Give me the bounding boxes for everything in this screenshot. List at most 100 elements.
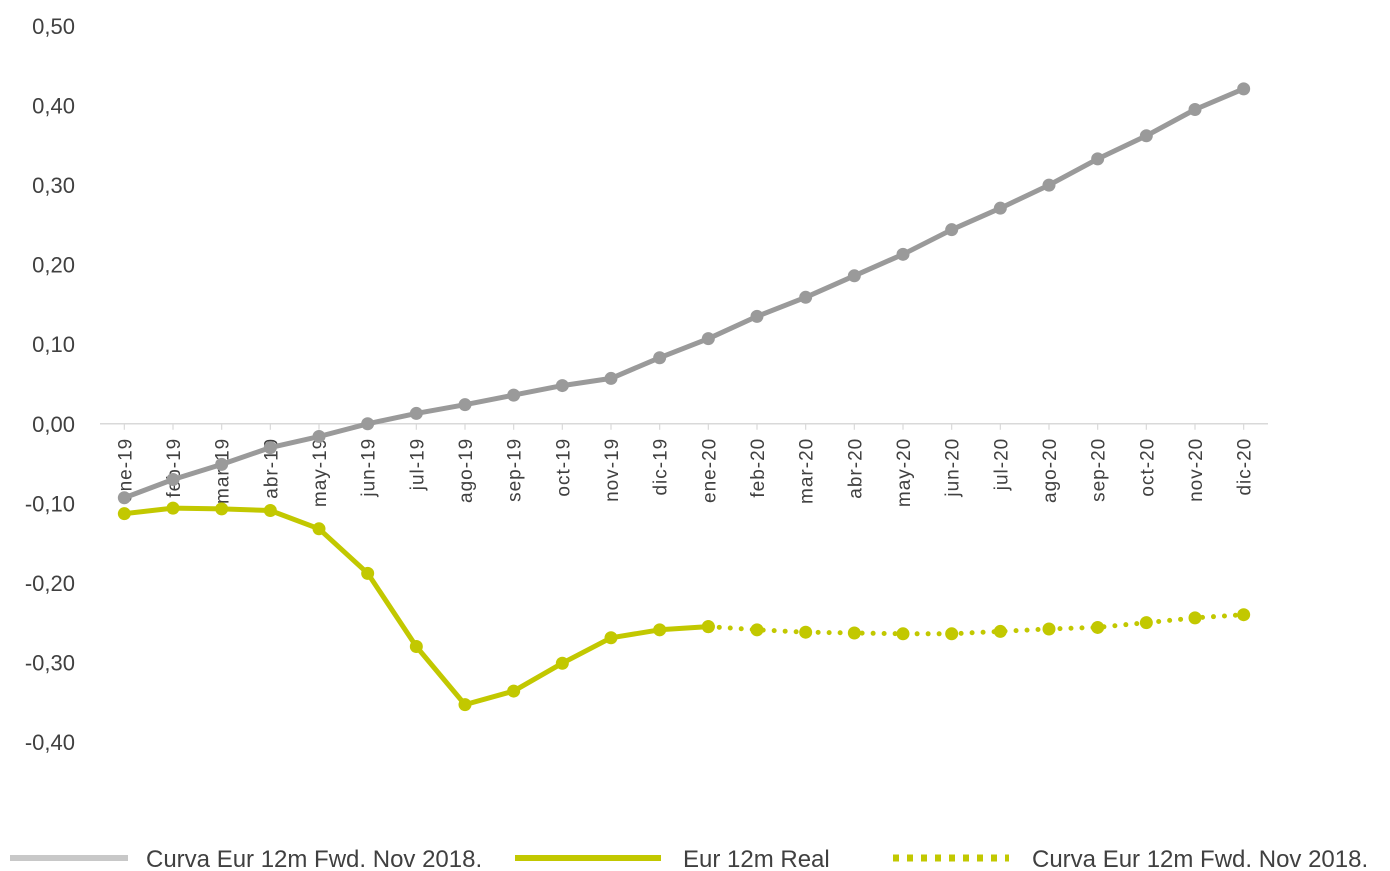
data-point — [1139, 129, 1153, 143]
data-point — [312, 430, 326, 444]
data-point — [1091, 620, 1105, 634]
x-tick-label: jul-19 — [407, 438, 428, 491]
data-point — [215, 457, 229, 471]
x-tick-label: dic-20 — [1235, 438, 1256, 496]
x-tick-label: abr-20 — [845, 438, 866, 499]
y-tick-label: -0,30 — [25, 650, 75, 675]
data-point — [555, 379, 569, 393]
x-tick-label: jun-20 — [943, 438, 964, 498]
legend-label: Curva Eur 12m Fwd. Nov 2018. — [146, 846, 482, 871]
legend-item: Curva Eur 12m Fwd. Nov 2018. — [10, 846, 482, 871]
y-tick-label: 0,00 — [32, 412, 75, 437]
data-point — [799, 290, 813, 304]
y-tick-label: 0,10 — [32, 332, 75, 357]
y-tick-label: -0,10 — [25, 491, 75, 516]
data-point — [1042, 622, 1056, 636]
data-point — [1237, 608, 1251, 622]
series-2 — [701, 608, 1251, 641]
data-point — [847, 626, 861, 640]
x-tick-label: oct-20 — [1137, 438, 1158, 497]
x-tick-label: mar-19 — [213, 438, 234, 504]
x-tick-label: dic-19 — [651, 438, 672, 496]
data-point — [945, 223, 959, 237]
x-tick-label: jul-20 — [991, 438, 1012, 491]
data-point — [701, 620, 715, 634]
legend: Curva Eur 12m Fwd. Nov 2018. Eur 12m Real… — [10, 846, 1368, 871]
data-point — [555, 656, 569, 670]
x-tick-label: jun-19 — [359, 438, 380, 498]
y-tick-label: -0,20 — [25, 571, 75, 596]
data-point — [458, 398, 472, 412]
x-tick-label: ago-20 — [1040, 438, 1061, 503]
y-tick-label: 0,50 — [32, 14, 75, 39]
data-point — [1139, 616, 1153, 630]
data-point — [458, 698, 472, 712]
x-tick-label: nov-20 — [1186, 438, 1207, 502]
data-point — [653, 623, 667, 637]
data-point — [117, 507, 131, 521]
x-tick-label: ene-19 — [115, 438, 136, 503]
legend-item: Curva Eur 12m Fwd. Nov 2018. — [893, 846, 1368, 871]
x-tick-label: may-19 — [310, 438, 331, 507]
data-point — [945, 627, 959, 641]
data-point — [361, 566, 375, 580]
data-point — [1042, 178, 1056, 192]
series-layer — [117, 82, 1251, 712]
data-point — [1188, 103, 1202, 117]
x-tick-label: feb-20 — [748, 438, 769, 498]
data-point — [263, 441, 277, 455]
legend-label: Curva Eur 12m Fwd. Nov 2018. — [1032, 846, 1368, 871]
series-line — [121, 505, 711, 708]
legend-item: Eur 12m Real — [515, 846, 830, 871]
data-point — [847, 269, 861, 283]
data-point — [507, 684, 521, 698]
x-tick-label: mar-20 — [797, 438, 818, 504]
x-tick-label: ago-19 — [456, 438, 477, 503]
data-point — [409, 640, 423, 654]
x-tick-label: may-20 — [894, 438, 915, 507]
data-point — [750, 309, 764, 323]
data-point — [1188, 611, 1202, 625]
legend-label: Eur 12m Real — [683, 846, 830, 871]
data-point — [604, 371, 618, 385]
data-point — [1237, 82, 1251, 96]
data-point — [215, 502, 229, 516]
y-tick-label: -0,40 — [25, 730, 75, 755]
x-tick-label: nov-19 — [602, 438, 623, 502]
data-point — [409, 406, 423, 420]
x-tick-label: ene-20 — [699, 438, 720, 503]
data-point — [1091, 152, 1105, 166]
data-point — [166, 501, 180, 515]
data-point — [263, 503, 277, 517]
data-point — [896, 247, 910, 261]
y-axis: 0,50 0,40 0,30 0,20 0,10 0,00 -0,10 -0,20 -0,30 -… — [25, 14, 75, 755]
data-point — [653, 351, 667, 365]
x-tick-label: feb-19 — [164, 438, 185, 498]
x-tick-label: sep-20 — [1089, 438, 1110, 502]
y-tick-label: 0,30 — [32, 173, 75, 198]
data-point — [312, 522, 326, 536]
data-point — [799, 625, 813, 639]
data-point — [117, 491, 131, 505]
data-point — [993, 624, 1007, 638]
y-tick-label: 0,20 — [32, 253, 75, 278]
data-point — [750, 623, 764, 637]
data-point — [896, 627, 910, 641]
x-tick-label: sep-19 — [505, 438, 526, 502]
series-line — [705, 612, 1247, 637]
series-0 — [117, 82, 1251, 505]
y-tick-label: 0,40 — [32, 94, 75, 119]
data-point — [604, 631, 618, 645]
series-1 — [117, 501, 715, 712]
data-point — [993, 201, 1007, 215]
x-tick-label: abr-19 — [261, 438, 282, 499]
data-point — [507, 388, 521, 402]
data-point — [701, 332, 715, 346]
x-tick-label: oct-19 — [553, 438, 574, 497]
data-point — [166, 472, 180, 486]
x-axis: ene-19 feb-19 mar-19 abr-19 may-19 jun-19 jul-… — [100, 423, 1268, 507]
series-line — [121, 86, 1247, 501]
data-point — [361, 417, 375, 431]
